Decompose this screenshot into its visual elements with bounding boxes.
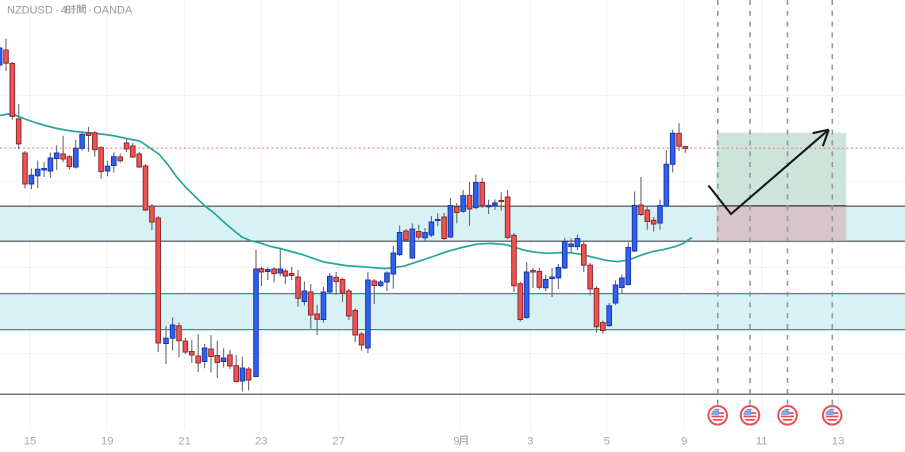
svg-text:3: 3: [527, 436, 533, 448]
svg-text:21: 21: [178, 436, 191, 448]
svg-text:·: ·: [55, 5, 59, 17]
svg-text:27: 27: [332, 436, 345, 448]
svg-text:19: 19: [101, 436, 114, 448]
svg-text:OANDA: OANDA: [93, 5, 133, 17]
svg-text:11: 11: [756, 436, 768, 448]
svg-text:9: 9: [453, 436, 459, 448]
svg-text:15: 15: [24, 436, 37, 448]
svg-text:·: ·: [88, 5, 92, 17]
svg-text:NZDUSD: NZDUSD: [7, 5, 53, 17]
svg-text:9: 9: [681, 436, 687, 448]
svg-text:4: 4: [61, 5, 67, 17]
svg-text:13: 13: [832, 436, 845, 448]
svg-text:5: 5: [604, 436, 610, 448]
svg-text:23: 23: [255, 436, 268, 448]
